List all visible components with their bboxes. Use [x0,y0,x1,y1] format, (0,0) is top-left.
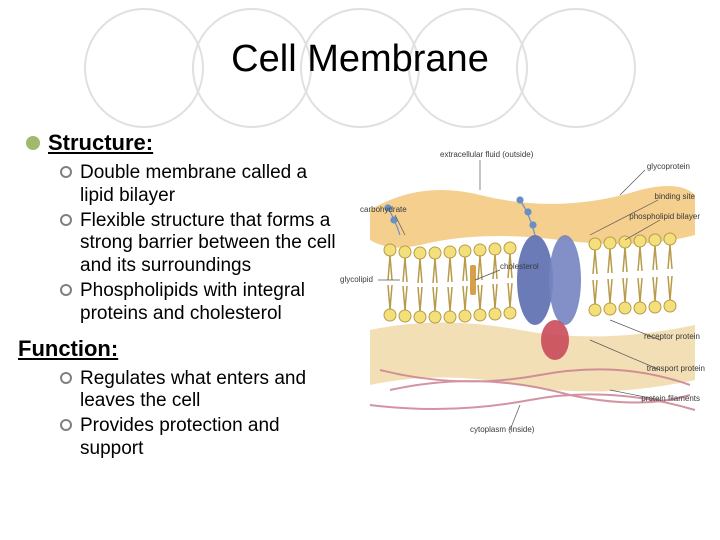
circle-bullet-icon [60,372,72,384]
label-transport: transport protein [647,364,705,373]
title-text: Cell Membrane [231,38,489,80]
function-header-text: Function: [18,336,118,362]
slide-title: Cell Membrane [0,38,720,81]
label-glycolipid: glycolipid [340,275,373,284]
structure-header: Structure: [26,130,346,156]
label-receptor: receptor protein [644,332,700,341]
structure-header-text: Structure: [48,130,153,156]
content-left: Structure: Double membrane called a lipi… [26,130,346,463]
function-list: Regulates what enters and leaves the cel… [60,368,346,461]
circle-bullet-icon [60,166,72,178]
label-filaments: protein filaments [641,394,700,403]
label-cholesterol: cholesterol [500,262,539,271]
disc-bullet-icon [26,136,40,150]
protein-2 [549,235,581,325]
circle-bullet-icon [60,419,72,431]
list-item: Flexible structure that forms a strong b… [60,210,346,278]
item-text: Regulates what enters and leaves the cel… [80,368,346,414]
label-binding: binding site [655,192,695,201]
circle-bullet-icon [60,214,72,226]
label-cytoplasm: cytoplasm (inside) [470,425,534,434]
list-item: Double membrane called a lipid bilayer [60,162,346,208]
item-text: Provides protection and support [80,415,346,461]
protein-1 [517,235,553,325]
label-carb: carbohydrate [360,205,407,214]
function-header: Function: [18,336,346,362]
label-bilayer: phospholipid bilayer [629,212,700,221]
membrane-diagram: extracellular fluid (outside) glycoprote… [360,140,700,440]
label-extracellular: extracellular fluid (outside) [440,150,533,159]
list-item: Provides protection and support [60,415,346,461]
protein-inner [541,320,569,360]
item-text: Phospholipids with integral proteins and… [80,280,346,326]
list-item: Regulates what enters and leaves the cel… [60,368,346,414]
structure-list: Double membrane called a lipid bilayer F… [60,162,346,326]
list-item: Phospholipids with integral proteins and… [60,280,346,326]
item-text: Double membrane called a lipid bilayer [80,162,346,208]
item-text: Flexible structure that forms a strong b… [80,210,346,278]
label-glycoprotein: glycoprotein [647,162,690,171]
function-block: Function: Regulates what enters and leav… [26,336,346,461]
circle-bullet-icon [60,284,72,296]
